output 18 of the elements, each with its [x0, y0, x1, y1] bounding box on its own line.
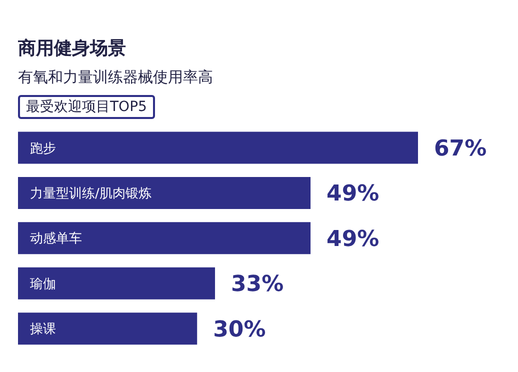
y-tick-label: 跑步 [30, 141, 56, 156]
bar [18, 132, 418, 164]
chart-title: 商用健身场景 [18, 37, 127, 60]
text: 最受欢迎项目TOP5 [18, 95, 155, 119]
y-tick-label: 瑜伽 [30, 276, 56, 292]
y-tick-label: 操课 [30, 322, 56, 338]
data-label: 33% [231, 272, 284, 298]
y-tick-label: 力量型训练/肌肉锻炼 [30, 186, 152, 202]
data-label: 67% [434, 136, 487, 162]
bar [18, 222, 311, 254]
bar [18, 267, 216, 300]
y-tick-label: 动感单车 [30, 232, 82, 247]
data-label: 49% [326, 226, 380, 252]
bar [18, 176, 311, 209]
bar [18, 312, 198, 345]
data-label: 30% [213, 317, 266, 342]
data-label: 49% [326, 182, 380, 207]
chart-subtitle: 有氧和力量训练器械使用率高 [18, 68, 214, 87]
